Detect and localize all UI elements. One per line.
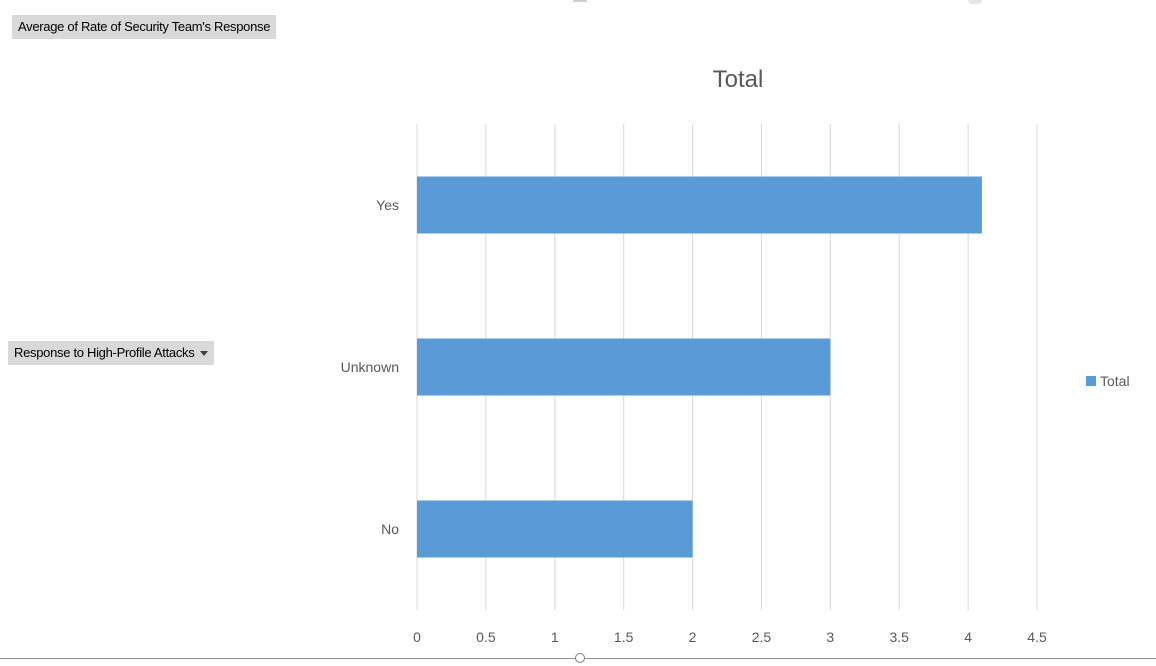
legend-label: Total: [1100, 373, 1130, 389]
x-tick-label: 2: [689, 629, 697, 645]
legend[interactable]: Total: [1086, 373, 1130, 389]
bar-unknown[interactable]: [417, 338, 831, 396]
value-field-button[interactable]: Average of Rate of Security Team's Respo…: [12, 15, 277, 39]
x-tick-label: 1.5: [614, 629, 634, 645]
bars: [417, 176, 982, 558]
bar-yes[interactable]: [417, 176, 982, 234]
axis-field-label: Response to High-Profile Attacks: [14, 345, 195, 360]
category-label-no: No: [381, 521, 399, 537]
x-tick-label: 3: [826, 629, 834, 645]
bar-no[interactable]: [417, 500, 693, 558]
x-tick-label: 4: [964, 629, 972, 645]
x-tick-label: 0: [413, 629, 421, 645]
top-edge-mark: [573, 0, 587, 2]
x-tick-label: 3.5: [889, 629, 909, 645]
resize-handle[interactable]: [575, 653, 585, 663]
x-tick-label: 1: [551, 629, 559, 645]
category-labels: Yes Unknown No: [341, 197, 400, 537]
legend-swatch: [1086, 376, 1096, 386]
category-label-unknown: Unknown: [341, 359, 399, 375]
top-edge-mark-right: [968, 0, 982, 4]
chart-title: Total: [713, 66, 764, 93]
x-tick-labels: 0 0.5 1 1.5 2 2.5 3 3.5 4 4.5: [413, 629, 1047, 645]
category-label-yes: Yes: [376, 197, 399, 213]
axis-field-button[interactable]: Response to High-Profile Attacks: [8, 341, 215, 365]
dropdown-arrow-icon[interactable]: [200, 351, 209, 357]
x-tick-label: 2.5: [752, 629, 772, 645]
x-tick-label: 0.5: [476, 629, 496, 645]
x-tick-label: 4.5: [1027, 629, 1047, 645]
